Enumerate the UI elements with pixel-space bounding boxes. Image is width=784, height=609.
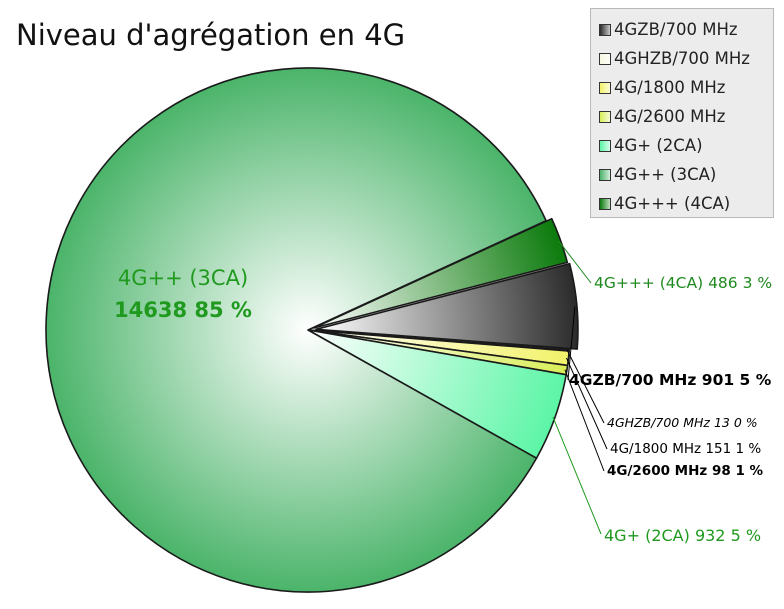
slice-label-7: 4G+++ (4CA) 486 3 % — [594, 274, 772, 292]
legend-item: 4G+ (2CA) — [599, 131, 773, 160]
legend: 4GZB/700 MHz 4GHZB/700 MHz 4G/1800 MHz 4G/2… — [590, 8, 774, 218]
legend-item: 4G+++ (4CA) — [599, 189, 773, 218]
leader-line-2 — [566, 350, 605, 424]
legend-item: 4G/1800 MHz — [599, 73, 773, 102]
legend-item: 4G/2600 MHz — [599, 102, 773, 131]
legend-swatch — [599, 110, 611, 123]
leader-lines — [552, 240, 608, 535]
slice-label-3: 4G/1800 MHz 151 1 % — [610, 441, 761, 457]
legend-label: 4G+++ (4CA) — [614, 194, 731, 213]
legend-item: 4G++ (3CA) — [599, 160, 773, 189]
legend-swatch — [599, 168, 611, 181]
legend-swatch — [599, 52, 611, 65]
legend-item: 4GHZB/700 MHz — [599, 44, 773, 73]
slice-label-6: 4G++ (3CA) 14638 85 % — [114, 266, 252, 322]
legend-label: 4GZB/700 MHz — [614, 20, 738, 39]
leader-line-3 — [566, 357, 608, 450]
legend-item: 4GZB/700 MHz — [599, 15, 773, 44]
legend-swatch — [599, 81, 611, 94]
legend-swatch — [599, 197, 611, 210]
chart-title: Niveau d'agrégation en 4G — [16, 18, 406, 52]
slice-label-1: 4GZB/700 MHz 901 5 % — [569, 371, 772, 389]
leader-line-1 — [567, 306, 576, 381]
pie-slice-6 — [45, 67, 547, 593]
slice-label-name: 4G++ (3CA) — [118, 266, 248, 290]
legend-swatch — [599, 23, 611, 36]
legend-label: 4GHZB/700 MHz — [614, 49, 750, 68]
slice-label-5: 4G+ (2CA) 932 5 % — [604, 526, 761, 545]
leader-line-7 — [558, 240, 592, 284]
slice-label-2: 4GHZB/700 MHz 13 0 % — [607, 415, 758, 430]
slice-label-4: 4G/2600 MHz 98 1 % — [607, 463, 764, 479]
pie-slices — [45, 67, 579, 593]
legend-label: 4G/2600 MHz — [614, 107, 726, 126]
legend-label: 4G+ (2CA) — [614, 136, 703, 155]
pie-slice-1 — [315, 262, 579, 350]
pie-slice-7 — [312, 217, 569, 329]
slice-label-value: 14638 85 % — [114, 298, 252, 322]
leader-line-5 — [552, 416, 602, 535]
legend-swatch — [599, 139, 611, 152]
leader-line-4 — [564, 369, 605, 472]
legend-label: 4G++ (3CA) — [614, 165, 717, 184]
slice-labels: 4GZB/700 MHz 901 5 % 4GHZB/700 MHz 13 0 %… — [114, 266, 772, 545]
legend-label: 4G/1800 MHz — [614, 78, 726, 97]
